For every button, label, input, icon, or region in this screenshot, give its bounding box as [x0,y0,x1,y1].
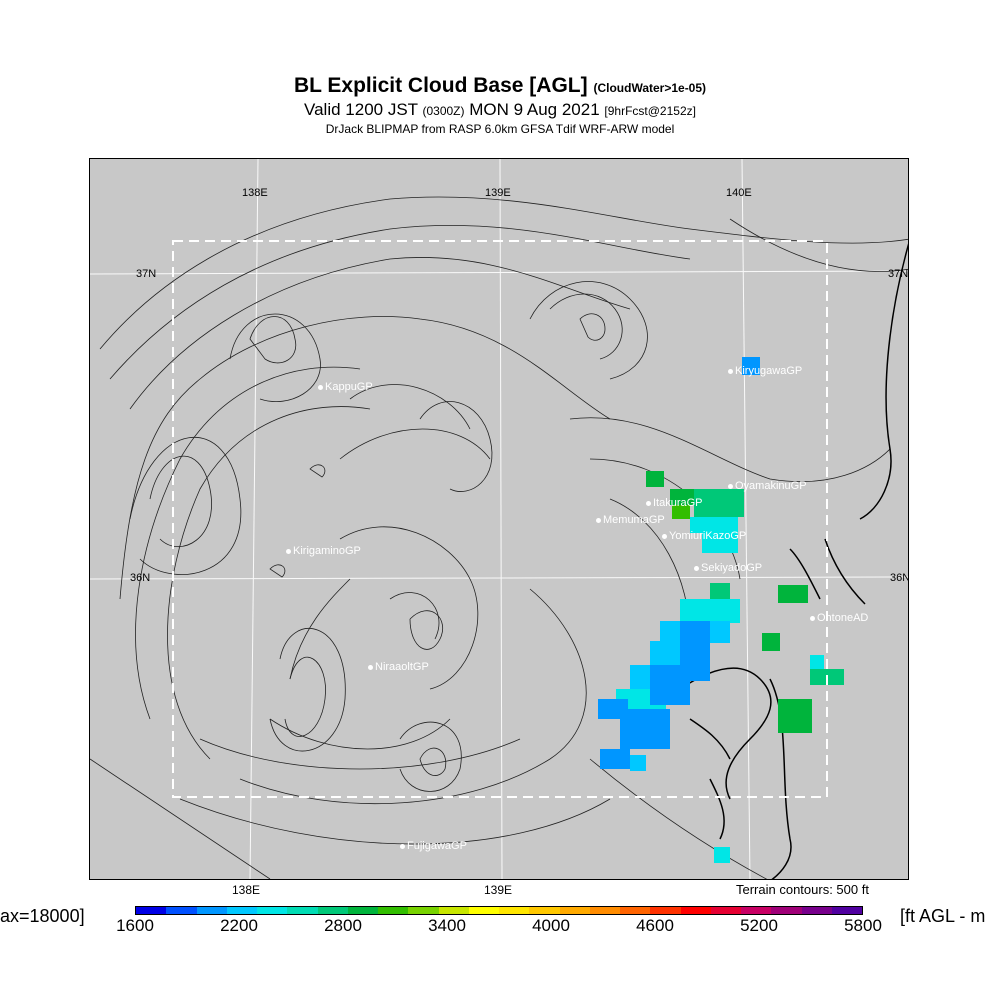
site-niraaoltgp: NiraaoltGP [368,661,429,673]
model-note: DrJack BLIPMAP from RASP 6.0km GFSA Tdif… [325,122,675,136]
colorbar-tick-4000: 4000 [532,916,570,935]
site-dot-icon [728,368,733,374]
colorbar-swatch [741,907,772,914]
colorbar-swatch [620,907,651,914]
lon-label-139e-top: 139E [485,187,511,199]
lat-label-37n-left: 37N [136,268,157,280]
site-dot-icon [694,565,699,571]
site-dot-icon [596,517,601,523]
site-dot-icon [646,500,651,506]
colorbar-tick-1600: 1600 [116,916,154,935]
colorbar-swatch [317,907,348,914]
colorbar-right-label: [ft AGL - m [900,906,986,926]
site-dot-icon [400,843,405,849]
colorbar-tick-2200: 2200 [220,916,258,935]
site-kirigaminogp: KirigaminoGP [286,545,361,557]
colorbar-swatch [559,907,590,914]
colorbar-tick-5800: 5800 [844,916,882,935]
colorbar-swatch [226,907,257,914]
colorbar-tick-5200: 5200 [740,916,778,935]
site-dot-icon [728,483,733,489]
lon-label-140e-top: 140E [726,187,752,199]
colorbar-swatch [710,907,741,914]
lat-label-37n-right: 37N [888,268,909,280]
colorbar-swatch [680,907,711,914]
map-panel: 138E 139E 140E 37N 36N 37N 36N Kiryugawa… [89,158,909,880]
site-sekiyadogp: SekiyadoGP [694,562,762,574]
colorbar-swatch [378,907,409,914]
colorbar-swatch [438,907,469,914]
colorbar [135,906,863,915]
chart-title: BL Explicit Cloud Base [AGL] (CloudWater… [293,74,707,97]
site-dot-icon [318,384,323,390]
colorbar-swatch [408,907,439,914]
colorbar-swatch [499,907,530,914]
colorbar-swatch [831,907,862,914]
site-itakuragp: ItakuraGP [646,497,703,509]
site-dot-icon [368,664,373,670]
colorbar-swatch [257,907,288,914]
site-kiryugawagp: KiryugawaGP [728,365,802,377]
site-ohtonead: OhtoneAD [810,612,868,624]
site-oyamakinugp: OyamakinuGP [728,480,807,492]
colorbar-swatch [468,907,499,914]
terrain-note: Terrain contours: 500 ft [736,882,869,897]
lat-label-36n-left: 36N [130,572,151,584]
colorbar-swatch [589,907,620,914]
colorbar-swatch [771,907,802,914]
site-dot-icon [662,533,667,539]
colorbar-swatch [136,907,167,914]
colorbar-swatch [196,907,227,914]
colorbar-tick-4600: 4600 [636,916,674,935]
valid-time: Valid 1200 JST (0300Z) MON 9 Aug 2021 [9… [304,100,696,119]
site-kappugp: KappuGP [318,381,373,393]
lon-label-139e-bottom: 139E [484,883,513,897]
site-yomiurikazogp: YomiuriKazoGP [662,530,746,542]
colorbar-swatch [650,907,681,914]
colorbar-tick-3400: 3400 [428,916,466,935]
site-fujigawagp: FujigawaGP [400,840,467,852]
colorbar-swatch [801,907,832,914]
site-dot-icon [810,615,815,621]
colorbar-swatch [347,907,378,914]
colorbar-swatch [529,907,560,914]
colorbar-tick-2800: 2800 [324,916,362,935]
site-memumagp: MemumaGP [596,514,665,526]
colorbar-swatch [166,907,197,914]
colorbar-left-label: ax=18000] [0,906,85,926]
colorbar-swatch [287,907,318,914]
site-dot-icon [286,548,291,554]
lon-label-138e-bottom: 138E [232,883,261,897]
lon-label-138e-top: 138E [242,187,268,199]
lat-label-36n-right: 36N [890,572,909,584]
terrain-contours [90,159,908,879]
